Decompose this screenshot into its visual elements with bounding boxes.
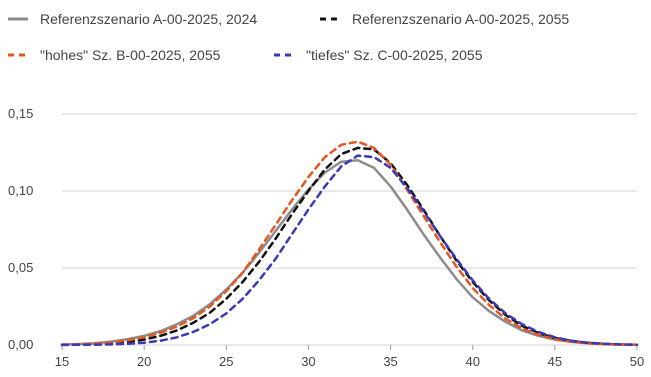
series-line-4 (60, 154, 639, 347)
legend-label: Referenzszenario A-00-2025, 2055 (352, 11, 569, 27)
x-tick-label: 45 (548, 354, 562, 369)
x-tick-label: 30 (301, 354, 315, 369)
x-axis: 15 20 25 30 35 40 45 50 (55, 345, 644, 369)
x-tick-label: 25 (219, 354, 233, 369)
x-tick-label: 15 (55, 354, 69, 369)
legend-label: Referenzszenario A-00-2025, 2024 (40, 11, 257, 27)
legend-item: "tiefes" Sz. C-00-2025, 2055 (274, 47, 483, 63)
y-axis: 0,00 0,05 0,10 0,15 (8, 106, 33, 352)
legend-label: "tiefes" Sz. C-00-2025, 2055 (306, 47, 483, 63)
legend-item: Referenzszenario A-00-2025, 2055 (320, 11, 569, 27)
series-line-2 (60, 146, 639, 347)
series-line-3 (60, 140, 639, 347)
legend: Referenzszenario A-00-2025, 2024 Referen… (8, 11, 569, 63)
y-tick-label: 0,15 (8, 106, 33, 121)
legend-item: Referenzszenario A-00-2025, 2024 (8, 11, 257, 27)
x-tick-label: 40 (465, 354, 479, 369)
y-tick-label: 0,00 (8, 337, 33, 352)
y-tick-label: 0,10 (8, 183, 33, 198)
series-line-1 (60, 158, 639, 347)
plot-area (60, 140, 639, 347)
x-tick-label: 35 (383, 354, 397, 369)
gridlines (62, 113, 637, 346)
x-tick-label: 50 (630, 354, 644, 369)
y-tick-label: 0,05 (8, 260, 33, 275)
legend-label: "hohes" Sz. B-00-2025, 2055 (40, 47, 221, 63)
x-tick-label: 20 (137, 354, 151, 369)
legend-item: "hohes" Sz. B-00-2025, 2055 (8, 47, 221, 63)
